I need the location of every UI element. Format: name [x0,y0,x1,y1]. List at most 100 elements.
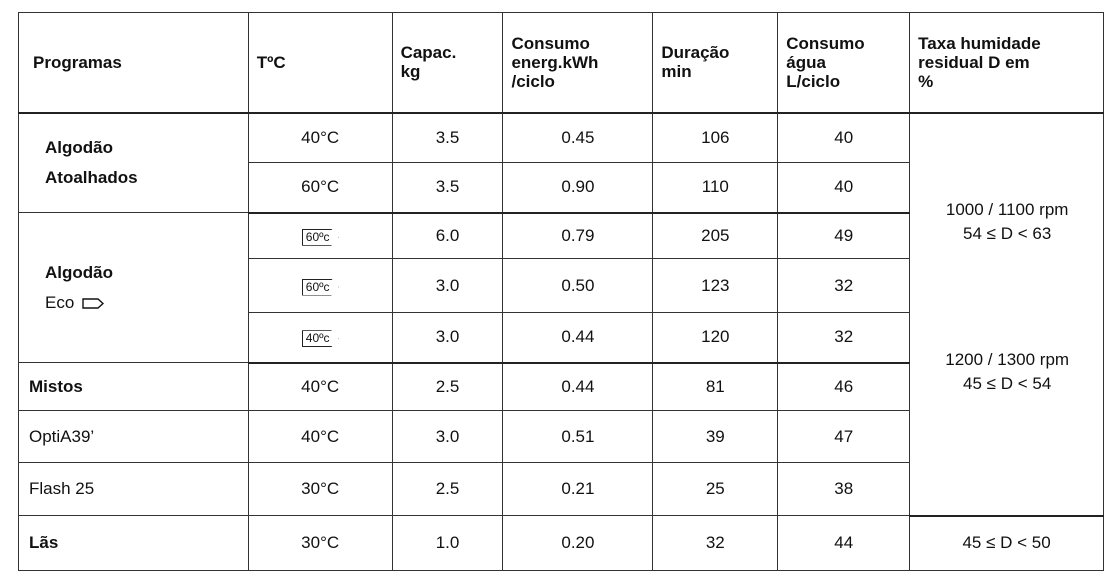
table-row: Mistos 40°C 2.5 0.44 81 46 [18,362,1104,411]
header-line: TºC [256,52,286,72]
program-name: Mistos [29,376,83,396]
header-line: % [918,71,934,91]
value-cell: 0.20 [502,515,654,571]
value-cell: 60ºc [247,258,393,313]
value-cell: 40 [777,112,911,163]
header-line: Taxa humidade [918,33,1041,53]
value-cell: 3.0 [391,312,504,364]
value-cell: 3.0 [391,258,504,313]
program-cell: Mistos [18,362,249,411]
header-cell: Taxa humidade residual D em% [909,12,1104,114]
header-row: Programas TºC Capac. kg Consumo energ.kWh/cic… [18,12,1104,114]
value-cell: 60ºc [247,212,393,259]
program-cell: OptiA39’ [18,410,249,463]
program-cell: Algodão Atoalhados [18,112,249,213]
header-line: L/ciclo [786,71,841,91]
value-cell: 110 [652,162,779,214]
table-row: Algodão Eco 60ºc 6.0 0.79 205 49 [18,212,1104,363]
program-name: Eco [45,288,248,318]
header-line: Programas [33,52,122,72]
value-cell: 0.90 [502,162,654,214]
table-body: Algodão Atoalhados 40°C 3.5 0.45 106 40 1000 / … [18,112,1104,571]
eco-icon [82,297,105,309]
humidity-cell: 45 ≤ D < 50 [909,515,1104,571]
value-cell: 46 [777,362,911,411]
header-cell: Programas [18,12,249,114]
value-cell: 2.5 [391,362,504,411]
table-row: 60ºc 3.0 0.50 123 32 [19,258,1104,313]
program-name: Algodão [45,262,113,282]
value-cell: 120 [652,312,779,364]
value-cell: 0.44 [502,312,654,364]
temp-badge: 60ºc [301,228,339,246]
value-cell: 2.5 [391,462,504,516]
value-cell: 1.0 [391,515,504,571]
program-table: Programas TºC Capac. kg Consumo energ.kWh/cic… [18,12,1104,571]
program-name: Algodão [45,137,113,157]
value-cell: 123 [652,258,779,313]
value-cell: 3.5 [391,112,504,163]
table-row: 40ºc 3.0 0.44 120 32 [19,312,1104,364]
table-row: 60°C 3.5 0.90 110 40 [19,162,1104,214]
value-cell: 30°C [247,515,393,571]
value-cell: 32 [652,515,779,571]
value-cell: 0.21 [502,462,654,516]
value-cell: 38 [777,462,911,516]
table-row: Lãs 30°C 1.0 0.20 32 44 45 ≤ D < 50 [18,515,1104,571]
value-cell: 40°C [247,410,393,463]
header-line: Capac. [400,43,457,63]
program-name: OptiA39’ [29,426,95,446]
header-cell: Capac. kg [391,12,504,114]
value-cell: 49 [777,212,911,259]
header-line: min [661,62,692,82]
value-cell: 47 [777,410,911,463]
humidity-block: 1000 / 1100 rpm 54 ≤ D < 63 [910,198,1104,246]
value-cell: 32 [777,312,911,364]
header-line: residual D em [918,52,1030,72]
value-cell: 44 [777,515,911,571]
value-cell: 3.5 [391,162,504,214]
program-name: Flash 25 [29,479,95,498]
program-name: Atoalhados [45,167,138,187]
program-cell: Lãs [18,515,249,571]
value-cell: 3.0 [391,410,504,463]
program-name: Lãs [29,533,59,552]
value-cell: 60°C [247,162,393,214]
program-cell: Algodão Eco [18,212,249,363]
value-cell: 205 [652,212,779,259]
humidity-rpm: 1000 / 1100 rpm [945,199,1069,219]
humidity-range: 54 ≤ D < 63 [963,223,1052,243]
value-cell: 0.51 [502,410,654,463]
humidity-range: 45 ≤ D < 54 [963,373,1052,393]
table-row: OptiA39’ 40°C 3.0 0.51 39 47 [18,410,1104,463]
value-cell: 40 [777,162,911,214]
value-cell: 40°C [247,362,393,411]
value-cell: 40°C [247,112,393,163]
header-line: /ciclo [511,71,555,91]
value-cell: 25 [652,462,779,516]
header-cell: Consumo energ.kWh/ciclo [502,12,654,114]
table-wrap: Programas TºC Capac. kg Consumo energ.kWh/cic… [18,12,1104,571]
value-cell: 0.44 [502,362,654,411]
value-cell: 40ºc [247,312,393,364]
program-cell: Flash 25 [18,462,249,516]
header-line: energ.kWh [511,52,599,72]
header-cell: Duração min [652,12,779,114]
header-line: Consumo [786,33,865,53]
value-cell: 0.45 [502,112,654,163]
value-cell: 32 [777,258,911,313]
header-line: Duração [661,43,730,63]
humidity-rpm: 1200 / 1300 rpm [945,349,1070,369]
header-cell: TºC [247,12,393,114]
value-cell: 39 [652,410,779,463]
table-row: Algodão Atoalhados 40°C 3.5 0.45 106 40 1000 / … [18,112,1104,517]
humidity-block: 1200 / 1300 rpm 45 ≤ D < 54 [910,348,1104,396]
humidity-cell: 1000 / 1100 rpm 54 ≤ D < 63 1200 / 1300 rp… [909,112,1104,517]
value-cell: 0.50 [502,258,654,313]
header-line: Consumo [511,33,590,53]
value-cell: 106 [652,112,779,163]
header-cell: Consumo água L/ciclo [777,12,911,114]
value-cell: 0.79 [502,212,654,259]
value-cell: 30°C [247,462,393,516]
